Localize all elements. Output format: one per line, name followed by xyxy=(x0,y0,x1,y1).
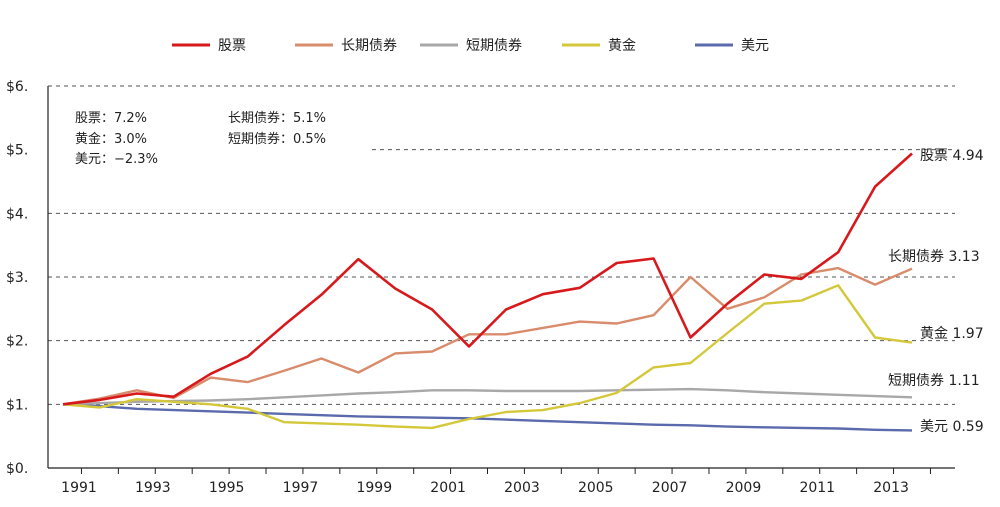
x-tick-label: 2003 xyxy=(504,480,540,496)
legend: 股票 长期债券 短期债券 黄金 美元 xyxy=(172,37,769,54)
annotation-stock: 股票：7.2% xyxy=(75,111,147,126)
x-tick-label: 2005 xyxy=(578,480,614,496)
y-tick-label: $5. xyxy=(6,143,28,159)
legend-label: 股票 xyxy=(218,38,246,54)
end-label: 黄金 1.97 xyxy=(920,325,984,342)
y-tick-label: $0. xyxy=(6,461,28,477)
annotation-gold: 黄金：3.0% xyxy=(75,131,147,147)
axes: $0. $1. $2. $3. $4. $5. $6. 1991 1993 1995 1997 199… xyxy=(6,79,955,496)
x-tick-label: 1993 xyxy=(135,480,171,496)
x-tick-label: 1991 xyxy=(61,480,97,496)
series-line-0 xyxy=(62,152,913,406)
series-line-3 xyxy=(62,284,913,430)
series-line-1 xyxy=(62,266,913,406)
legend-label: 长期债券 xyxy=(341,38,397,54)
end-label: 股票 4.94 xyxy=(920,148,984,164)
series-line-2 xyxy=(62,387,913,406)
y-tick-label: $1. xyxy=(6,397,28,413)
end-label: 长期债券 3.13 xyxy=(888,249,980,265)
y-tick-label: $3. xyxy=(6,270,28,286)
x-tick-label: 1997 xyxy=(283,480,319,496)
y-tick-label: $2. xyxy=(6,334,28,350)
y-tick-label: $6. xyxy=(6,79,28,95)
end-label: 短期债券 1.11 xyxy=(888,373,980,389)
legend-label: 美元 xyxy=(741,38,769,54)
legend-label: 黄金 xyxy=(608,37,636,54)
annotation-box: 股票：7.2% 黄金：3.0% 美元：−2.3% 长期债券：5.1% 短期债券：… xyxy=(75,110,326,167)
annotation-short-bond: 短期债券：0.5% xyxy=(228,131,326,147)
x-tick-label: 2001 xyxy=(430,480,466,496)
legend-label: 短期债券 xyxy=(466,38,522,54)
y-tick-label: $4. xyxy=(6,206,28,222)
x-tick-label: 1995 xyxy=(209,480,245,496)
x-tick-label: 2011 xyxy=(799,480,835,496)
end-label: 美元 0.59 xyxy=(920,419,984,435)
x-tick-label: 1999 xyxy=(356,480,392,496)
end-labels: 股票 4.94 长期债券 3.13 短期债券 1.11 黄金 1.97 美元 0.59 xyxy=(888,148,984,435)
series-line-4 xyxy=(62,403,913,432)
x-tick-label: 2009 xyxy=(726,480,762,496)
x-tick-label: 2013 xyxy=(873,480,909,496)
annotation-long-bond: 长期债券：5.1% xyxy=(228,110,326,126)
series-lines xyxy=(62,152,913,432)
x-tick-label: 2007 xyxy=(652,480,688,496)
grid-lines xyxy=(48,85,955,405)
annotation-usd: 美元：−2.3% xyxy=(75,152,158,167)
